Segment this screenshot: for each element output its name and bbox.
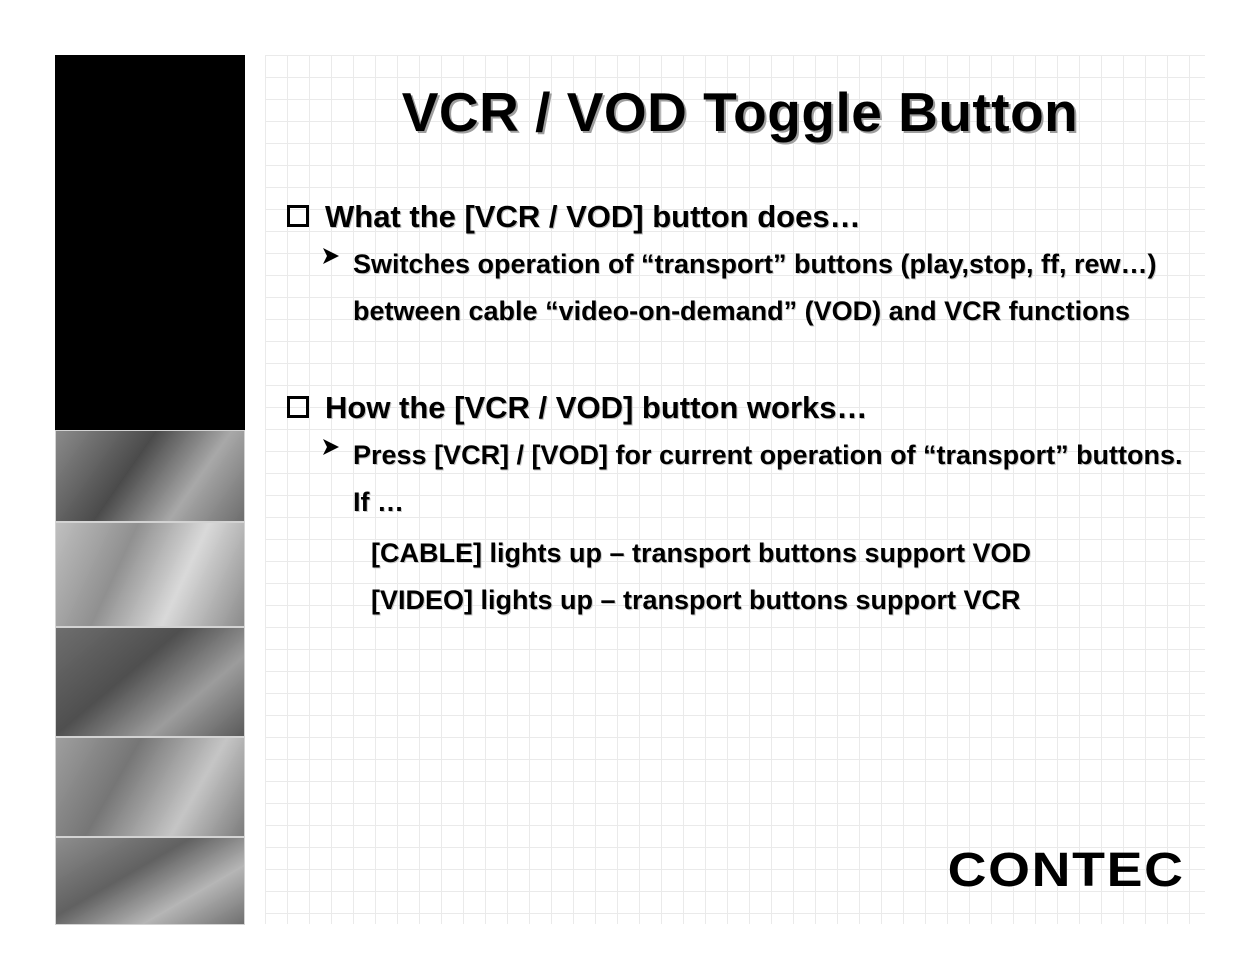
bullet-level2: Press [VCR] / [VOD] for current operatio… [321, 432, 1195, 527]
bullet-level1: What the [VCR / VOD] button does… [287, 199, 1195, 235]
decorative-image [55, 430, 245, 522]
slide-title: VCR / VOD Toggle Button [295, 80, 1185, 144]
arrow-bullet-icon [321, 246, 341, 271]
brand-logo: CONTEC [948, 843, 1185, 898]
bullet-text: [CABLE] lights up – transport buttons su… [371, 538, 1031, 568]
decorative-image [55, 837, 245, 925]
bullet-text: Switches operation of “transport” button… [353, 241, 1195, 336]
bullet-text: What the [VCR / VOD] button does… [325, 199, 861, 235]
decorative-image [55, 522, 245, 627]
slide: VCR / VOD Toggle Button What the [VCR / … [0, 0, 1235, 954]
bullet-text: Press [VCR] / [VOD] for current operatio… [353, 432, 1195, 527]
square-bullet-icon [287, 396, 309, 418]
bullet-level1: How the [VCR / VOD] button works… [287, 390, 1195, 426]
bullet-text: How the [VCR / VOD] button works… [325, 390, 868, 426]
bullet-level3: [VIDEO] lights up – transport buttons su… [371, 577, 1195, 624]
bullet-level3: [CABLE] lights up – transport buttons su… [371, 530, 1195, 577]
arrow-bullet-icon [321, 437, 341, 462]
bullet-text: [VIDEO] lights up – transport buttons su… [371, 585, 1020, 615]
decorative-image [55, 737, 245, 837]
bullet-level2: Switches operation of “transport” button… [321, 241, 1195, 336]
sidebar-image-collage [55, 430, 245, 925]
square-bullet-icon [287, 205, 309, 227]
spacer [285, 340, 1195, 380]
slide-content: VCR / VOD Toggle Button What the [VCR / … [285, 70, 1195, 904]
decorative-image [55, 627, 245, 737]
